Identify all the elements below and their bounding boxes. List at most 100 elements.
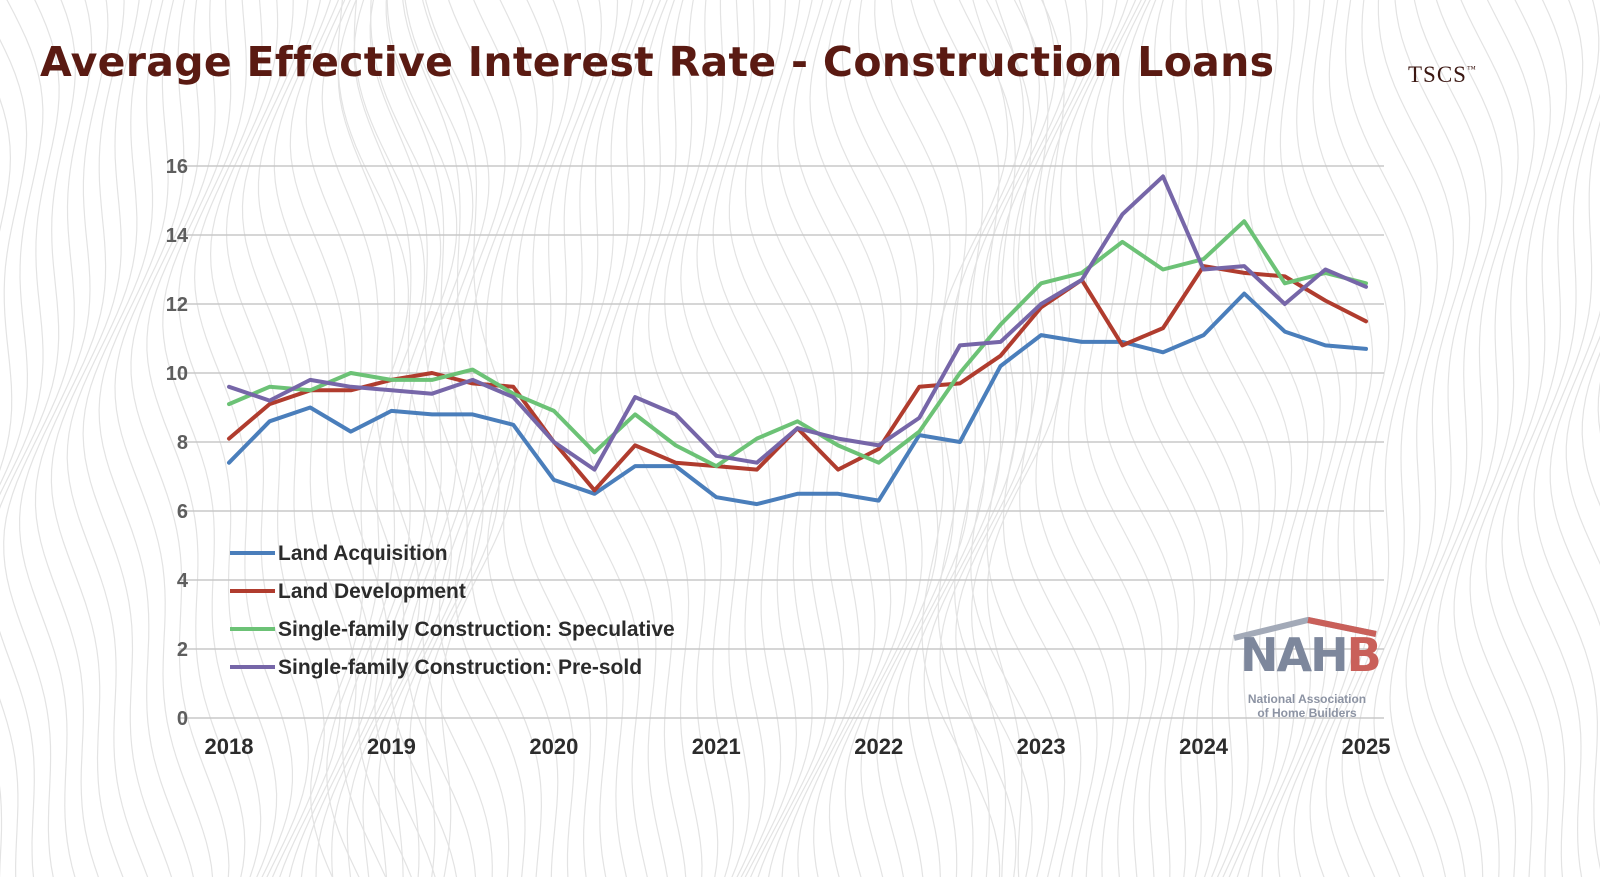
gridlines (180, 165, 1384, 719)
contour-line (664, 0, 750, 877)
contour-line (241, 0, 341, 877)
x-tick-label: 2018 (205, 734, 254, 759)
contour-line (631, 0, 719, 877)
contour-line (503, 0, 603, 877)
contour-line (193, 0, 293, 877)
x-tick-label: 2022 (854, 734, 903, 759)
contour-line (0, 0, 76, 877)
contour-line (1228, 0, 1309, 877)
contour-line (358, 0, 458, 877)
contour-line (369, 0, 468, 877)
nahb-subtitle-line1: National Association (1247, 692, 1367, 706)
y-axis-ticks: 0 2 4 6 8 10 12 14 16 (166, 156, 189, 730)
contour-line (321, 0, 421, 877)
contour-line (289, 0, 389, 877)
nahb-subtitle: National Association of Home Builders (1232, 692, 1382, 720)
x-tick-label: 2020 (529, 734, 578, 759)
contour-line (1198, 0, 1277, 877)
y-tick-label: 10 (166, 363, 188, 385)
x-tick-label: 2019 (367, 734, 416, 759)
contour-line (1165, 0, 1244, 877)
contour-line (535, 0, 633, 877)
contour-line (583, 0, 668, 877)
contour-line (1485, 0, 1584, 877)
y-tick-label: 8 (177, 432, 188, 454)
contour-line (519, 0, 619, 877)
series-lines (227, 174, 1368, 507)
contour-line (438, 0, 538, 877)
contour-line (390, 0, 490, 877)
nahb-roof-icon (1233, 616, 1377, 641)
legend-label: Single-family Construction: Pre-sold (278, 656, 642, 679)
brand-trademark: ™ (1466, 64, 1477, 74)
contour-line (422, 0, 516, 877)
contour-line (1357, 0, 1455, 877)
contour-line (923, 0, 1002, 877)
x-tick-label: 2021 (692, 734, 741, 759)
nahb-wordmark-suffix: B (1346, 628, 1382, 682)
nahb-logo: NAHB National Association of Home Builde… (1232, 616, 1392, 726)
page-title: Average Effective Interest Rate - Constr… (40, 38, 1275, 86)
contour-line (82, 0, 173, 877)
contour-line (907, 0, 986, 877)
contour-line (1293, 0, 1390, 877)
contour-line (326, 0, 426, 877)
contour-line (454, 0, 554, 877)
contour-line (1517, 93, 1600, 877)
y-tick-label: 2 (177, 639, 188, 661)
contour-line (599, 0, 687, 877)
legend-label: Land Development (278, 580, 466, 603)
series-line-1 (227, 291, 1368, 507)
contour-line (1565, 335, 1600, 565)
legend: Land Acquisition Land Development Single-f… (230, 542, 675, 679)
contour-line (1549, 310, 1600, 627)
x-tick-label: 2025 (1342, 734, 1391, 759)
y-tick-label: 12 (166, 294, 188, 316)
contour-line (305, 0, 405, 877)
contour-line (1084, 0, 1163, 877)
contour-line (225, 0, 325, 877)
contour-line (1405, 0, 1503, 877)
contour-line (551, 0, 645, 877)
contour-line (809, 0, 892, 877)
contour-line (937, 0, 1025, 877)
y-tick-label: 6 (177, 501, 188, 523)
contour-line (0, 97, 12, 232)
contour-line (921, 0, 1009, 877)
contour-line (712, 0, 798, 877)
contour-line (841, 0, 923, 877)
contour-line (50, 0, 140, 877)
contour-line (309, 0, 410, 877)
contour-line (3, 0, 93, 877)
contour-line (1533, 120, 1600, 870)
contour-line (178, 0, 278, 877)
series-line-3 (227, 219, 1368, 469)
contour-line (1437, 0, 1535, 877)
contour-line (18, 0, 109, 877)
y-tick-label: 16 (166, 156, 188, 178)
contour-line (874, 0, 955, 877)
contour-line (470, 0, 570, 877)
contour-line (385, 0, 484, 877)
contour-line (1100, 0, 1179, 877)
brand-name: TSCS (1408, 62, 1467, 87)
contour-line (66, 0, 153, 877)
x-tick-label: 2024 (1179, 734, 1229, 759)
contour-line (487, 0, 587, 877)
contour-line (0, 0, 44, 877)
contour-line (130, 0, 230, 877)
contour-line (1002, 0, 1088, 877)
contour-line (34, 0, 125, 877)
contour-line (162, 0, 262, 877)
contour-line (1116, 0, 1196, 877)
contour-line (1469, 0, 1568, 877)
legend-label: Single-family Construction: Speculative (278, 618, 675, 641)
contour-line (1373, 0, 1471, 877)
contour-line (1501, 0, 1600, 877)
contour-line (777, 0, 860, 877)
y-tick-label: 4 (177, 570, 189, 592)
contour-line (422, 0, 522, 877)
contour-line (1214, 0, 1293, 877)
